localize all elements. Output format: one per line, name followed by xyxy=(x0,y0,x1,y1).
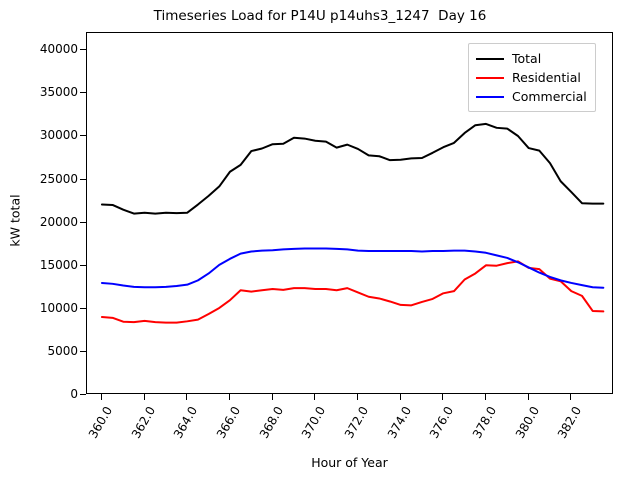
y-axis-tick-mark xyxy=(80,92,86,94)
x-axis-tick-mark xyxy=(356,394,358,400)
y-axis-tick-mark xyxy=(80,221,86,223)
legend-item-total: Total xyxy=(476,49,587,68)
legend-swatch-commercial xyxy=(476,95,504,98)
x-axis-tick-mark xyxy=(527,394,529,400)
x-axis-tick-mark xyxy=(271,394,273,400)
y-axis-tick-label: 15000 xyxy=(39,257,78,272)
y-axis-tick-labels: 0 5000 10000 15000 20000 25000 30000 35000 40000 xyxy=(0,0,78,480)
x-axis-tick-mark xyxy=(100,394,102,400)
y-axis-tick-label: 25000 xyxy=(39,171,78,186)
legend-label-residential: Residential xyxy=(512,70,581,85)
chart-legend: Total Residential Commercial xyxy=(468,43,596,112)
x-axis-tick-mark xyxy=(228,394,230,400)
y-axis-tick-label: 0 xyxy=(70,387,78,401)
series-line-residential xyxy=(100,260,605,324)
y-axis-tick-label: 20000 xyxy=(39,214,78,229)
legend-swatch-residential xyxy=(476,76,504,79)
y-axis-tick-mark xyxy=(80,394,86,395)
legend-swatch-total xyxy=(476,57,504,60)
x-axis-tick-mark xyxy=(484,394,486,400)
legend-label-total: Total xyxy=(512,51,542,66)
legend-item-commercial: Commercial xyxy=(476,87,587,106)
x-axis-tick-mark xyxy=(442,394,444,400)
x-axis-tick-mark xyxy=(399,394,401,400)
y-axis-tick-mark xyxy=(80,350,86,352)
y-axis-tick-label: 5000 xyxy=(47,343,78,358)
y-axis-tick-label: 40000 xyxy=(39,42,78,57)
x-axis-tick-mark xyxy=(143,394,145,400)
series-line-commercial xyxy=(100,247,605,289)
y-axis-tick-mark xyxy=(80,49,86,51)
y-axis-tick-mark xyxy=(80,178,86,180)
y-axis-tick-label: 35000 xyxy=(39,85,78,100)
series-line-total xyxy=(100,122,605,215)
chart-title: Timeseries Load for P14U p14uhs3_1247 Da… xyxy=(153,8,487,24)
y-axis-tick-mark xyxy=(80,135,86,137)
y-axis-tick-mark xyxy=(80,307,86,309)
legend-item-residential: Residential xyxy=(476,68,587,87)
x-axis-tick-mark xyxy=(186,394,188,400)
x-axis-tick-mark xyxy=(314,394,316,400)
x-axis-label: Hour of Year xyxy=(311,455,388,470)
y-axis-tick-label: 30000 xyxy=(39,128,78,143)
x-axis-tick-mark xyxy=(570,394,572,400)
plot-lines xyxy=(100,122,605,324)
y-axis-tick-mark xyxy=(80,264,86,266)
y-axis-tick-label: 10000 xyxy=(39,300,78,315)
legend-label-commercial: Commercial xyxy=(512,89,587,104)
